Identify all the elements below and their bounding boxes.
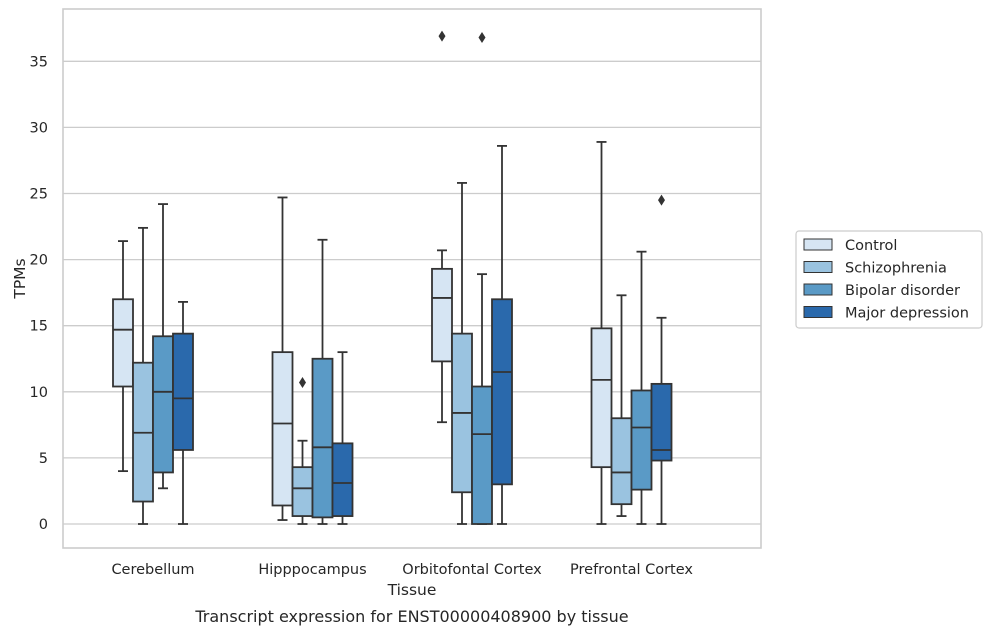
y-tick-label: 15 [30,319,48,335]
x-axis-ticks: Cerebellum Hipppocampus Orbitofontal Corte… [111,562,693,578]
box-control [112,240,134,473]
legend: Control Schizophrenia Bipolar disorder Majo… [795,230,983,329]
box-control [271,196,294,521]
outlier-point [438,30,446,42]
box-major-depression [331,351,354,525]
y-tick-label: 25 [30,187,48,203]
box-iqr [590,327,613,469]
box-schizophrenia [291,377,314,525]
box-iqr [271,351,294,507]
y-tick-label: 30 [30,120,48,136]
plot-frame [62,8,762,549]
legend-label: Bipolar disorder [845,283,960,299]
y-tick-label: 10 [30,385,48,401]
chart-caption: Transcript expression for ENST0000040890… [194,607,628,626]
box-iqr [291,466,314,517]
legend-label: Schizophrenia [845,261,947,277]
box-schizophrenia [451,182,473,525]
outlier-point [478,32,486,44]
box-bipolar-disorder [311,238,334,525]
box-control [431,30,453,424]
x-tick-label: Cerebellum [111,562,194,578]
legend-swatch [803,283,833,296]
y-tick-label: 0 [39,517,48,533]
box-iqr [152,335,174,474]
box-iqr [331,442,354,517]
box-iqr [311,357,334,519]
box-control [590,141,613,525]
x-axis-label: Tissue [387,581,437,599]
legend-frame [795,230,983,329]
box-major-depression [491,145,513,525]
box-major-depression [172,301,194,525]
box-bipolar-disorder [630,250,653,525]
box-iqr [172,332,194,451]
box-iqr [610,417,633,506]
legend-label: Major depression [845,306,969,322]
outlier-point [658,194,665,206]
box-iqr [471,385,493,525]
x-tick-label: Hipppocampus [258,562,366,578]
box-major-depression [650,194,673,525]
box-iqr [650,382,673,462]
box-iqr [112,298,134,388]
box-schizophrenia [132,226,154,525]
box-bipolar-disorder [471,32,493,525]
box-schizophrenia [610,294,633,517]
box-iqr [491,298,513,486]
outlier-point [299,377,306,389]
box-iqr [431,267,453,363]
box-iqr [630,389,653,491]
legend-swatch [803,238,833,251]
box-bipolar-disorder [152,203,174,490]
y-tick-label: 5 [39,451,48,467]
x-tick-label: Orbitofontal Cortex [402,562,542,578]
legend-label: Control [845,238,897,254]
boxes [112,30,673,525]
legend-swatch [803,306,833,318]
legend-swatch [803,261,833,273]
y-tick-label: 20 [30,253,48,269]
x-tick-label: Prefrontal Cortex [570,562,693,578]
y-tick-label: 35 [30,54,48,70]
y-axis-label: TPMs [11,258,29,299]
y-axis-ticks: 0 5 10 15 20 25 30 35 [30,54,48,533]
